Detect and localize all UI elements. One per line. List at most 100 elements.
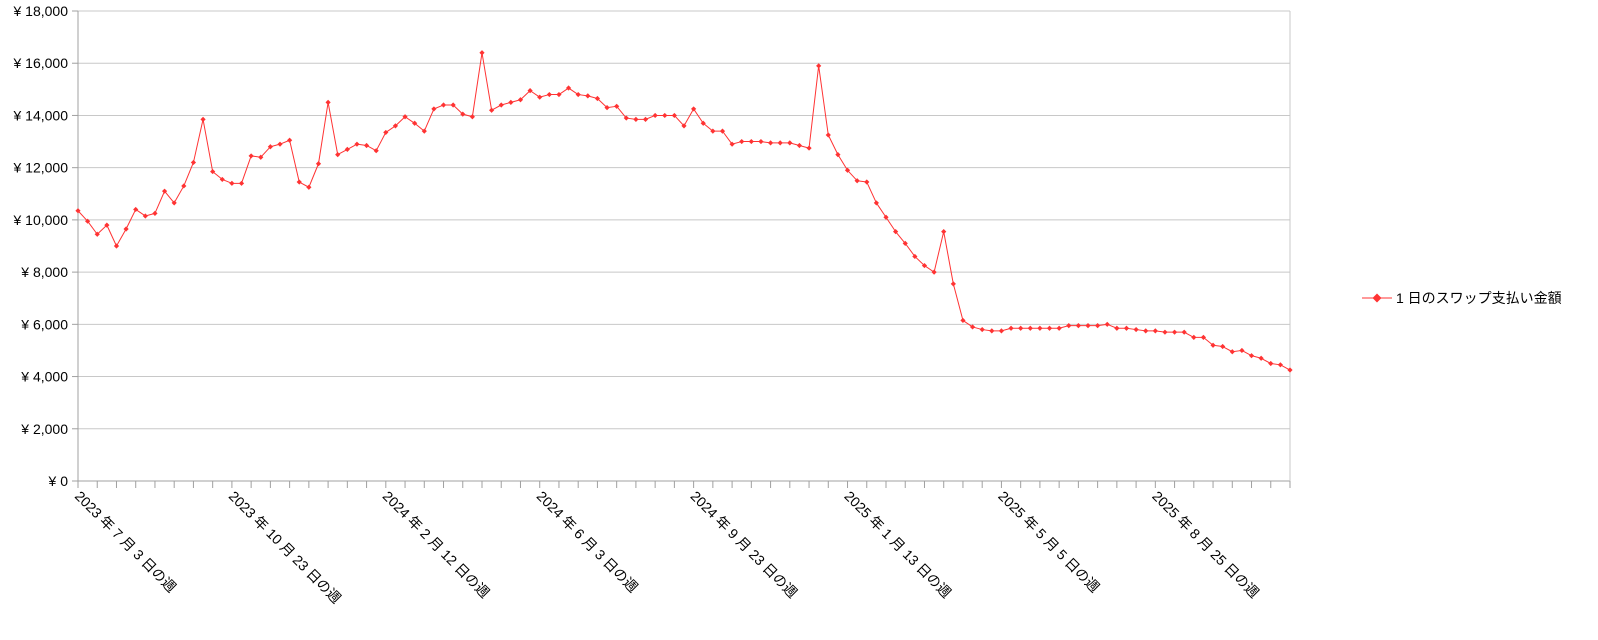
data-point (1066, 323, 1072, 329)
data-point (614, 103, 620, 109)
data-point (854, 178, 860, 184)
data-point (363, 142, 370, 149)
y-tick-label: ¥ 8,000 (20, 264, 68, 280)
data-point (691, 106, 697, 112)
data-point (883, 214, 889, 220)
data-point (142, 213, 148, 219)
x-tick-label: 2023 年 10 月 23 日の週 (226, 488, 345, 607)
data-point (1008, 325, 1014, 331)
data-point (537, 94, 543, 100)
data-point (508, 99, 514, 105)
data-point (210, 168, 216, 175)
axes (72, 10, 1291, 488)
data-point (1229, 349, 1235, 355)
data-point (498, 102, 504, 108)
y-tick-label: ¥ 2,000 (20, 421, 68, 437)
data-point (864, 179, 870, 185)
data-point (729, 141, 735, 147)
data-point (412, 120, 418, 126)
data-point (1133, 326, 1139, 333)
data-point (633, 116, 639, 122)
data-point (315, 161, 322, 167)
data-point (489, 107, 495, 113)
data-point (979, 326, 985, 333)
data-point (960, 317, 966, 324)
data-point (873, 200, 879, 206)
data-point (1162, 329, 1168, 335)
data-point (662, 112, 668, 119)
data-point (671, 112, 677, 119)
data-point (1287, 367, 1293, 373)
data-point (306, 184, 312, 190)
data-point (258, 154, 264, 160)
data-point (1104, 321, 1110, 327)
data-point (460, 111, 466, 117)
data-point (1046, 325, 1053, 331)
y-tick-label: ¥ 6,000 (20, 316, 68, 332)
data-point (1171, 329, 1178, 335)
data-point (652, 112, 658, 119)
data-point (719, 128, 726, 134)
data-point (450, 102, 456, 108)
data-point (296, 179, 302, 185)
data-point (623, 115, 629, 121)
data-point (181, 183, 187, 189)
data-point (1018, 325, 1024, 331)
data-point (594, 95, 601, 102)
data-point (1027, 325, 1033, 331)
data-point (748, 138, 754, 145)
data-point (902, 240, 908, 246)
data-point (335, 152, 341, 158)
data-point (604, 105, 610, 111)
data-point (440, 102, 447, 108)
data-point (1075, 323, 1081, 329)
data-point (700, 120, 706, 126)
data-point (767, 140, 774, 146)
data-point (1277, 362, 1283, 368)
data-point (1248, 353, 1255, 359)
x-axis-ticks: 2023 年 7 月 3 日の週 2023 年 10 月 23 日の週 2024 年… (72, 488, 1262, 607)
data-point (238, 180, 245, 186)
legend-label: 1 日のスワップ支払い金額 (1396, 290, 1562, 306)
data-point (806, 145, 812, 151)
data-point (1037, 325, 1043, 331)
data-point (133, 206, 139, 213)
x-tick-label: 2025 年 1 月 13 日の週 (841, 488, 954, 601)
data-point (325, 99, 331, 105)
data-point (190, 159, 197, 166)
data-point (161, 188, 168, 194)
data-point (113, 243, 120, 249)
data-point (123, 226, 129, 232)
data-point (527, 88, 533, 94)
data-point (1056, 325, 1062, 331)
data-point (383, 129, 389, 136)
data-point (1191, 334, 1197, 340)
data-point (710, 128, 716, 134)
data-point (94, 231, 100, 237)
data-point (565, 85, 572, 91)
data-point (1181, 329, 1187, 335)
series-line (77, 52, 1291, 371)
data-point (681, 123, 687, 129)
x-tick-label: 2024 年 6 月 3 日の週 (534, 488, 642, 596)
data-point (200, 116, 206, 122)
data-point (248, 153, 254, 159)
data-point (1095, 323, 1101, 329)
x-tick-label: 2023 年 7 月 3 日の週 (72, 488, 180, 596)
data-point (287, 137, 293, 143)
data-point (844, 167, 851, 173)
data-point (739, 138, 745, 145)
data-point (1085, 323, 1091, 329)
data-point (998, 328, 1005, 334)
data-point (1152, 328, 1158, 334)
gridlines (78, 10, 1290, 430)
legend: 1 日のスワップ支払い金額 (1362, 290, 1562, 306)
data-point (787, 140, 793, 146)
data-point (758, 138, 764, 145)
y-axis-ticks: ¥ 0 ¥ 2,000 ¥ 4,000 ¥ 6,000 ¥ 8,000 ¥ 10,000 ¥… (13, 3, 69, 489)
data-point (392, 123, 399, 129)
data-point (546, 91, 552, 98)
data-point (912, 253, 918, 260)
